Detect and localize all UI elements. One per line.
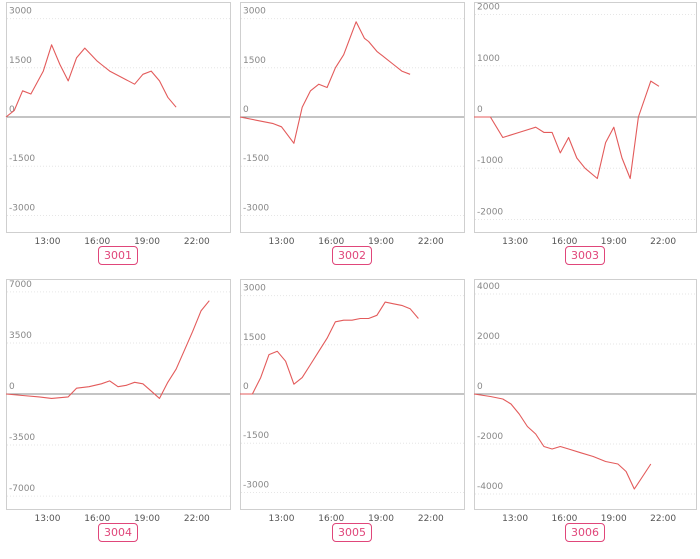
x-tick-label: 13:00 — [269, 514, 295, 524]
series-line — [474, 80, 660, 180]
chart-label-3004[interactable]: 3004 — [98, 523, 138, 542]
y-tick-label: 0 — [477, 105, 483, 115]
chart-panel-3005: 3000 1500 0 -1500 -3000 13:00 16:00 19:00 22:00 — [240, 279, 465, 524]
y-tick-label: 1000 — [477, 54, 500, 64]
chart-panel-3006: 4000 2000 0 -2000 -4000 13:00 16:00 19:00 22:00 — [473, 279, 697, 524]
series-line — [240, 301, 419, 395]
y-tick-label: -3000 — [243, 203, 269, 213]
y-tick-label: -2000 — [477, 432, 503, 442]
chart-label-3006[interactable]: 3006 — [565, 523, 605, 542]
series-line — [5, 44, 177, 118]
y-tick-label: -1500 — [243, 431, 269, 441]
x-tick-label: 19:00 — [134, 237, 160, 247]
x-tick-label: 22:00 — [184, 514, 210, 524]
y-tick-label: 3000 — [243, 7, 266, 17]
x-tick-label: 16:00 — [318, 514, 344, 524]
chart-label-3005[interactable]: 3005 — [332, 523, 372, 542]
chart-label-3003[interactable]: 3003 — [565, 246, 605, 265]
y-tick-label: 2000 — [477, 3, 500, 13]
y-tick-label: 0 — [9, 382, 15, 392]
x-tick-label: 22:00 — [418, 237, 444, 247]
y-tick-label: -3000 — [9, 203, 35, 213]
y-tick-label: 0 — [243, 382, 249, 392]
y-tick-label: -1500 — [9, 154, 35, 164]
chart-label-3002[interactable]: 3002 — [332, 246, 372, 265]
series-line — [5, 300, 210, 399]
y-tick-label: 1500 — [243, 333, 266, 343]
y-tick-label: -2000 — [477, 207, 503, 217]
x-tick-label: 16:00 — [84, 237, 110, 247]
chart-panel-3002: 3000 1500 0 -1500 -3000 13:00 16:00 19:00 22:00 — [239, 2, 465, 247]
y-tick-label: -7000 — [9, 484, 35, 494]
x-tick-label: 16:00 — [84, 514, 110, 524]
y-tick-label: 3000 — [243, 284, 266, 294]
y-tick-label: -3500 — [9, 433, 35, 443]
y-tick-label: 2000 — [477, 332, 500, 342]
x-tick-label: 19:00 — [134, 514, 160, 524]
y-tick-label: 4000 — [477, 282, 500, 292]
x-tick-label: 22:00 — [184, 237, 210, 247]
y-tick-label: 0 — [9, 105, 15, 115]
x-tick-label: 19:00 — [601, 237, 627, 247]
y-tick-label: 3500 — [9, 331, 32, 341]
series-line — [473, 393, 652, 490]
y-tick-label: 1500 — [9, 56, 32, 66]
x-tick-label: 16:00 — [551, 237, 577, 247]
chart-panel-3001: 3000 1500 0 -1500 -3000 13:00 16:00 19:00 22:00 — [5, 2, 231, 247]
y-tick-label: 0 — [477, 382, 483, 392]
x-tick-label: 13:00 — [35, 237, 61, 247]
y-tick-label: -1000 — [477, 156, 503, 166]
x-tick-label: 22:00 — [418, 514, 444, 524]
y-tick-label: 7000 — [9, 280, 32, 290]
x-tick-label: 22:00 — [650, 237, 676, 247]
x-tick-label: 13:00 — [35, 514, 61, 524]
x-tick-label: 22:00 — [650, 514, 676, 524]
y-tick-label: 1500 — [243, 56, 266, 66]
x-tick-label: 13:00 — [502, 514, 528, 524]
y-tick-label: 0 — [243, 105, 249, 115]
chart-panel-3003: 2000 1000 0 -1000 -2000 13:00 16:00 19:00 22:00 — [474, 2, 697, 247]
x-tick-label: 19:00 — [601, 514, 627, 524]
series-line — [239, 21, 411, 144]
x-tick-label: 16:00 — [318, 237, 344, 247]
chart-label-3001[interactable]: 3001 — [98, 246, 138, 265]
y-tick-label: 3000 — [9, 7, 32, 17]
x-tick-label: 16:00 — [551, 514, 577, 524]
x-tick-label: 13:00 — [502, 237, 528, 247]
x-tick-label: 13:00 — [269, 237, 295, 247]
y-tick-label: -4000 — [477, 482, 503, 492]
chart-panel-3004: 7000 3500 0 -3500 -7000 13:00 16:00 19:00 22:00 — [5, 279, 231, 524]
x-tick-label: 19:00 — [368, 237, 394, 247]
y-tick-label: -1500 — [243, 154, 269, 164]
y-tick-label: -3000 — [243, 480, 269, 490]
x-tick-label: 19:00 — [368, 514, 394, 524]
